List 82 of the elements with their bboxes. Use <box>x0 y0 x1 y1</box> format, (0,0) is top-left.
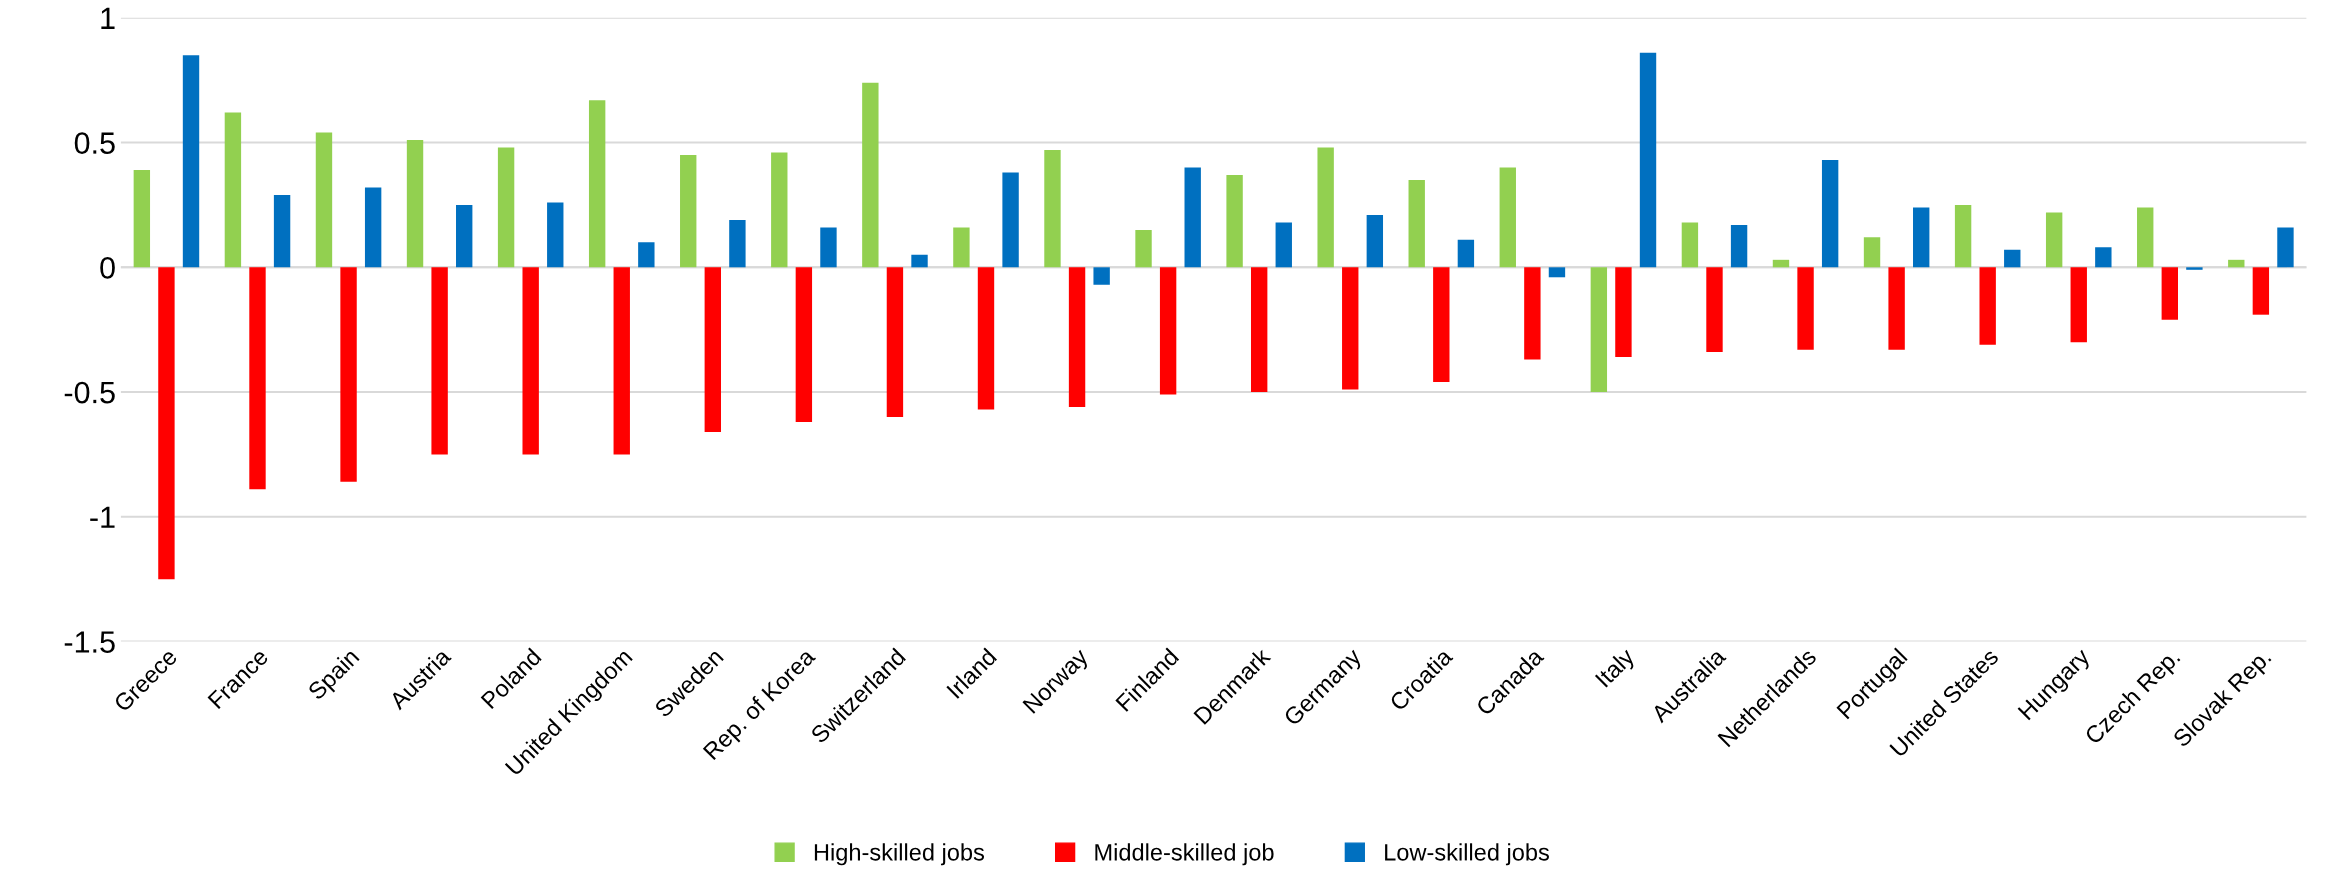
bar <box>886 267 904 417</box>
bar <box>456 204 473 268</box>
bar <box>497 147 515 268</box>
y-tick-label: 0 <box>100 257 115 279</box>
bar <box>2228 259 2245 268</box>
bar <box>1002 172 1019 268</box>
bar <box>1979 267 1996 345</box>
bar <box>431 267 448 455</box>
bar <box>1772 259 1790 268</box>
bar <box>522 267 539 455</box>
bar <box>158 267 175 580</box>
bar <box>2277 227 2294 268</box>
bar <box>1275 222 1292 268</box>
bar <box>1797 267 1814 350</box>
bar <box>1408 179 1425 268</box>
bar <box>1044 150 1061 268</box>
y-tick-label: -1 <box>90 506 115 528</box>
bar <box>771 152 788 268</box>
bar <box>1317 147 1334 268</box>
bar <box>2095 247 2112 268</box>
bar <box>182 55 200 268</box>
bar <box>1730 224 1748 268</box>
bar <box>547 202 564 268</box>
bar <box>224 112 242 268</box>
bar <box>704 267 721 432</box>
bar <box>249 267 266 490</box>
bar <box>1913 207 1930 268</box>
bar <box>1093 267 1110 285</box>
bar <box>1342 267 1359 390</box>
bar <box>1821 160 1839 268</box>
bar <box>2252 267 2270 315</box>
bar <box>1548 267 1566 278</box>
bar <box>729 219 746 268</box>
bar <box>953 227 970 268</box>
bar <box>1457 239 1475 268</box>
bar <box>1499 167 1516 268</box>
bar <box>795 267 813 422</box>
y-tick-label: 1 <box>101 7 115 29</box>
bar <box>315 132 333 268</box>
bar <box>1681 222 1699 268</box>
bar <box>1954 204 1972 268</box>
y-tick-label: -1.5 <box>64 631 115 653</box>
bar <box>406 140 424 268</box>
bar <box>1184 167 1201 268</box>
bar <box>1888 267 1905 350</box>
bar <box>1433 267 1450 383</box>
bar <box>2070 267 2087 343</box>
bar <box>1135 229 1152 268</box>
bar <box>911 254 928 268</box>
bar <box>1250 267 1268 393</box>
bar <box>638 242 655 268</box>
bar <box>1639 52 1657 268</box>
bar <box>2186 267 2203 270</box>
bar <box>1863 237 1881 268</box>
bar <box>2137 207 2154 268</box>
bar <box>613 267 630 455</box>
bar <box>588 100 606 268</box>
bar <box>1366 214 1384 268</box>
bar <box>133 170 151 268</box>
bar <box>1226 174 1243 268</box>
y-tick-label: 0.5 <box>74 132 115 154</box>
bar <box>680 155 697 268</box>
legend-label: Low-skilled jobs <box>1385 843 1549 866</box>
bar <box>862 82 879 268</box>
bar <box>977 267 995 410</box>
bar <box>2161 267 2178 320</box>
y-tick-label: -0.5 <box>64 381 115 404</box>
bar <box>2045 212 2063 268</box>
bar <box>1068 267 1086 408</box>
bar <box>1524 267 1541 360</box>
bar <box>273 194 291 268</box>
bar <box>1159 267 1177 395</box>
bar <box>820 227 837 268</box>
bar <box>364 187 382 268</box>
bar <box>1590 267 1608 393</box>
legend-label: Middle-skilled job <box>1095 843 1274 866</box>
bar <box>2004 249 2021 268</box>
bar <box>340 267 357 482</box>
x-tick-label: Italy <box>1594 646 1639 692</box>
bar <box>1706 267 1723 353</box>
bar <box>1615 267 1632 358</box>
legend-label: High-skilled jobs <box>814 843 985 866</box>
